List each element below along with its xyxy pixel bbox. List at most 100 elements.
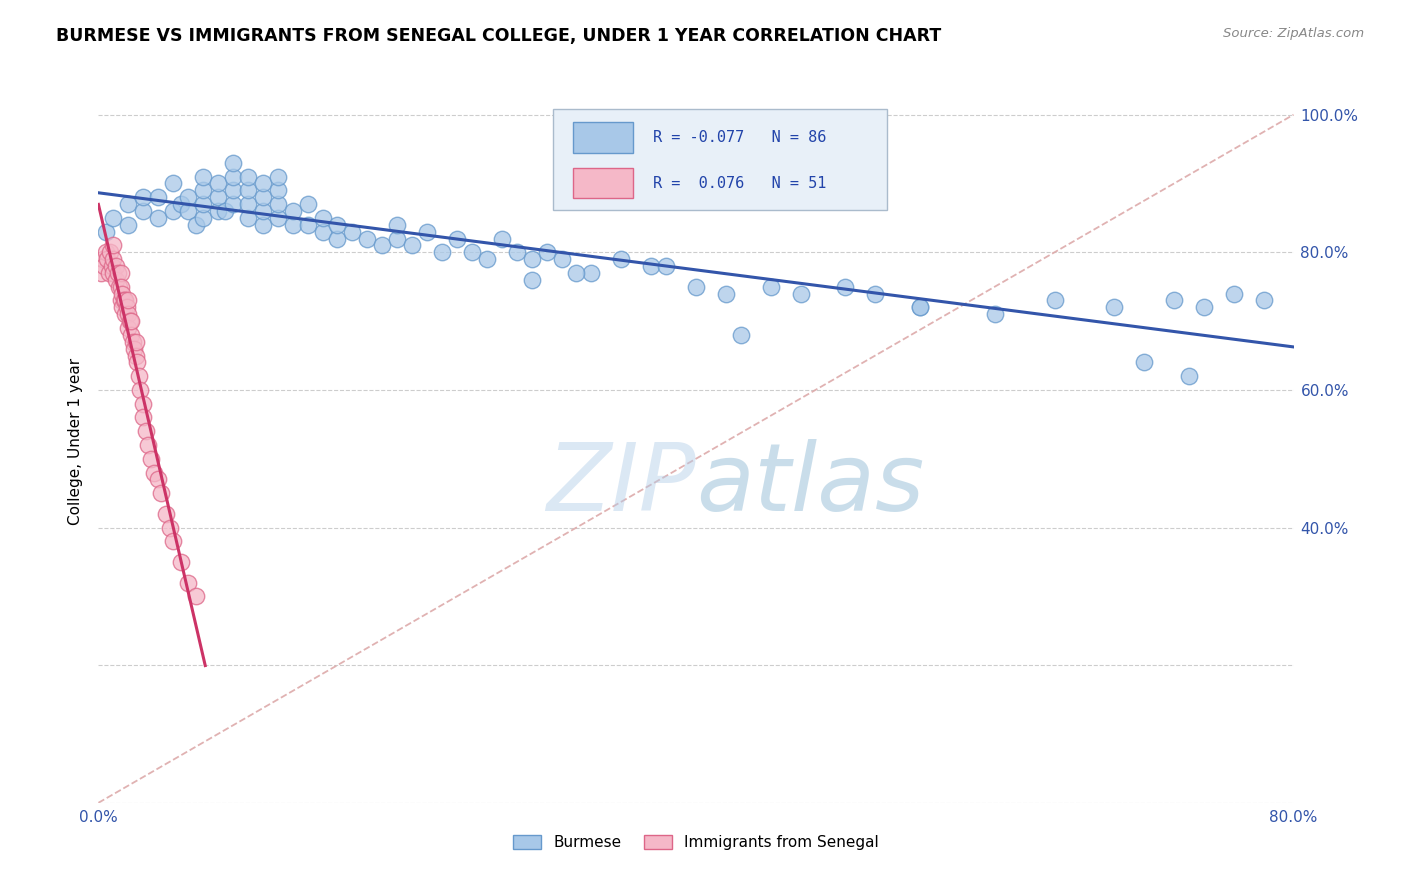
Point bbox=[714, 286, 737, 301]
Point bbox=[297, 218, 319, 232]
Point bbox=[520, 252, 543, 267]
Y-axis label: College, Under 1 year: College, Under 1 year bbox=[67, 358, 83, 525]
Point bbox=[91, 252, 114, 267]
Text: atlas: atlas bbox=[696, 440, 924, 531]
Point bbox=[132, 190, 155, 204]
Legend: Burmese, Immigrants from Senegal: Burmese, Immigrants from Senegal bbox=[508, 830, 884, 856]
Point bbox=[252, 218, 274, 232]
Point bbox=[865, 286, 887, 301]
Point bbox=[1223, 286, 1246, 301]
Point bbox=[136, 438, 159, 452]
Point bbox=[581, 266, 603, 280]
Point bbox=[191, 183, 214, 197]
Point bbox=[101, 259, 124, 273]
Point bbox=[236, 211, 259, 225]
Point bbox=[1192, 301, 1215, 315]
Point bbox=[148, 190, 170, 204]
Point bbox=[125, 334, 148, 349]
Point bbox=[908, 301, 931, 315]
Point bbox=[640, 259, 662, 273]
Point bbox=[222, 169, 245, 184]
Point bbox=[120, 314, 142, 328]
Point bbox=[984, 307, 1007, 321]
Point bbox=[536, 245, 558, 260]
Point bbox=[491, 231, 513, 245]
Point bbox=[908, 301, 931, 315]
Point bbox=[132, 204, 155, 219]
Point bbox=[326, 218, 349, 232]
Point bbox=[191, 169, 214, 184]
Point bbox=[655, 259, 678, 273]
Point bbox=[124, 342, 146, 356]
Point bbox=[184, 218, 207, 232]
Point bbox=[416, 225, 439, 239]
Point bbox=[252, 204, 274, 219]
Point bbox=[103, 252, 125, 267]
Point bbox=[103, 266, 125, 280]
Point bbox=[385, 231, 409, 245]
Point bbox=[107, 266, 129, 280]
Point bbox=[371, 238, 394, 252]
Point bbox=[207, 190, 229, 204]
Point bbox=[94, 225, 117, 239]
Point bbox=[139, 451, 162, 466]
Text: ZIP: ZIP bbox=[547, 440, 696, 531]
Point bbox=[114, 293, 136, 308]
Point bbox=[135, 424, 157, 438]
Point bbox=[117, 293, 139, 308]
Point bbox=[267, 169, 290, 184]
Point bbox=[169, 197, 191, 211]
Point bbox=[108, 279, 131, 293]
Point bbox=[120, 327, 142, 342]
Point bbox=[222, 156, 245, 170]
Point bbox=[110, 293, 132, 308]
Point bbox=[610, 252, 633, 267]
Point bbox=[311, 211, 333, 225]
Point bbox=[105, 259, 128, 273]
Point bbox=[128, 369, 150, 384]
Point bbox=[236, 197, 259, 211]
Point bbox=[98, 245, 122, 260]
Point bbox=[94, 245, 117, 260]
Point bbox=[103, 211, 125, 225]
Point bbox=[252, 190, 274, 204]
Point bbox=[281, 218, 304, 232]
Point bbox=[114, 307, 136, 321]
Point bbox=[1178, 369, 1201, 384]
Point bbox=[110, 279, 132, 293]
Point bbox=[207, 204, 229, 219]
Point bbox=[148, 472, 170, 486]
Point bbox=[177, 204, 200, 219]
Point bbox=[1104, 301, 1126, 315]
Point bbox=[297, 197, 319, 211]
Point bbox=[252, 177, 274, 191]
Point bbox=[142, 466, 165, 480]
Point bbox=[191, 211, 214, 225]
Point bbox=[214, 204, 236, 219]
Point bbox=[118, 314, 141, 328]
Point bbox=[1253, 293, 1275, 308]
Point bbox=[162, 177, 184, 191]
Point bbox=[148, 211, 170, 225]
Point bbox=[159, 520, 181, 534]
Point bbox=[342, 225, 364, 239]
Point bbox=[177, 190, 200, 204]
Point bbox=[565, 266, 588, 280]
Point bbox=[177, 575, 200, 590]
Point bbox=[96, 252, 118, 267]
Point bbox=[191, 197, 214, 211]
Point bbox=[150, 486, 173, 500]
Point bbox=[117, 197, 139, 211]
Point bbox=[110, 266, 132, 280]
Point bbox=[1133, 355, 1156, 369]
Point bbox=[112, 293, 135, 308]
Point bbox=[162, 204, 184, 219]
Point bbox=[115, 301, 138, 315]
Point bbox=[207, 177, 229, 191]
Point bbox=[520, 273, 543, 287]
Point bbox=[90, 266, 112, 280]
Point bbox=[267, 197, 290, 211]
Point bbox=[184, 590, 207, 604]
Point bbox=[105, 273, 128, 287]
Point bbox=[401, 238, 423, 252]
